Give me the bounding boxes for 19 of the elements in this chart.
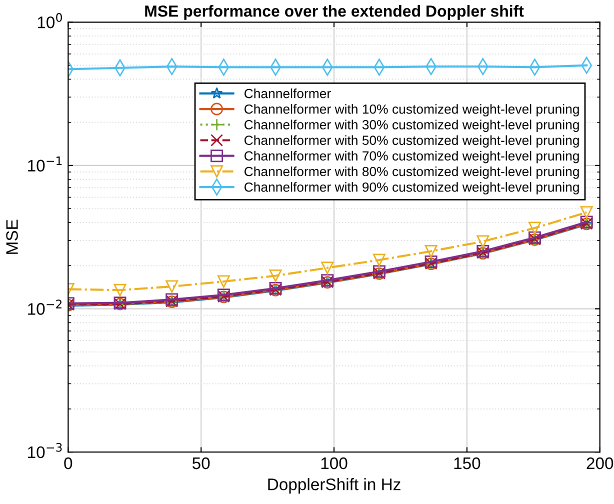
legend-label: Channelformer with 80% customized weight-level pruning (244, 166, 579, 179)
legend-label: Channelformer with 30% customized weight-level pruning (244, 120, 579, 132)
y-tick-label: 10$^{−3}$ (28, 442, 62, 458)
x-axis-title: DopplerShift in Hz (268, 478, 400, 494)
y-tick-label: 10$^{0}$ (38, 13, 62, 28)
x-tick-label: 0 (64, 457, 72, 470)
x-tick-label: 200 (586, 457, 614, 470)
y-axis-title: MSE (6, 220, 18, 254)
x-tick-label: 150 (454, 457, 480, 470)
x-tick-label: 50 (192, 457, 210, 470)
y-tick-label: 10$^{−1}$ (28, 156, 62, 172)
chart-title: MSE performance over the extended Doppler shift (145, 5, 524, 20)
legend-label: Channelformer with 70% customized weight-level pruning (244, 150, 579, 164)
legend-label: Channelformer with 50% customized weight-level pruning (244, 135, 579, 148)
legend-label: Channelformer with 10% customized weight-level pruning (244, 104, 579, 116)
legend-label: Channelformer (244, 88, 331, 98)
y-tick-label: 10$^{−2}$ (28, 300, 62, 315)
legend-label: Channelformer with 90% customized weight-level pruning (244, 182, 579, 194)
x-tick-label: 100 (321, 457, 348, 470)
